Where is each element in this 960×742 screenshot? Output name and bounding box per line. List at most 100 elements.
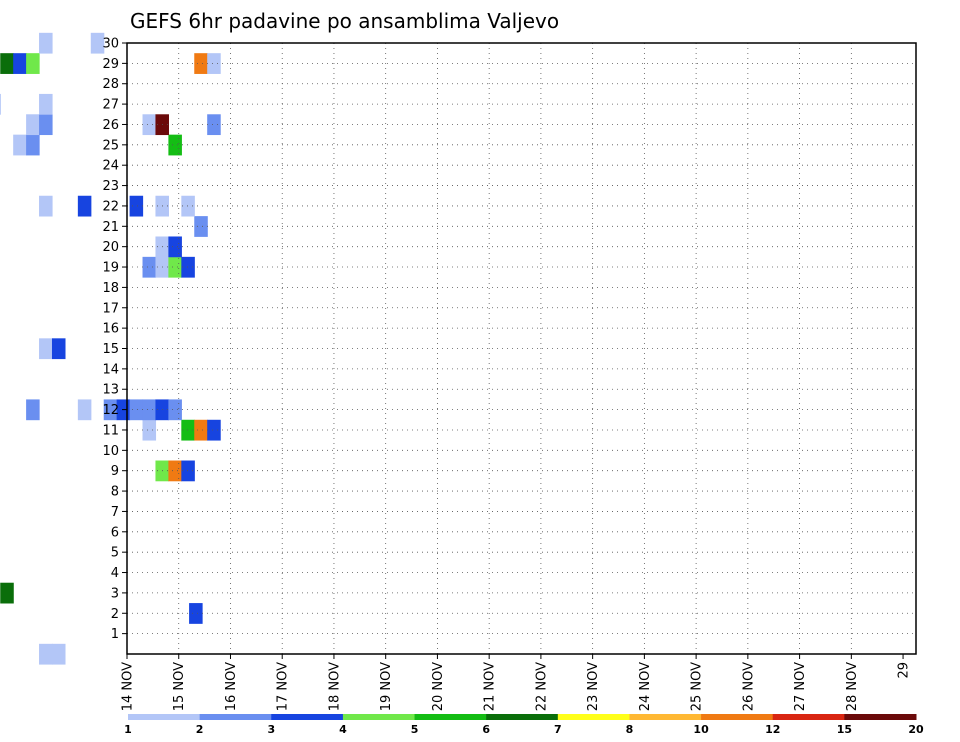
colorbar-swatch — [629, 714, 702, 720]
colorbar-swatch — [486, 714, 559, 720]
precip-cell — [181, 195, 195, 217]
precip-cell — [51, 338, 66, 360]
y-tick-label: 3 — [111, 586, 119, 601]
colorbar-label: 10 — [693, 723, 709, 736]
colorbar-swatch — [342, 714, 416, 720]
x-tick-label: 25 NOV — [690, 662, 705, 711]
y-tick-label: 17 — [102, 301, 119, 316]
colorbar-swatch — [772, 714, 845, 720]
y-tick-label: 27 — [102, 98, 119, 113]
x-tick-label: 20 NOV — [431, 662, 446, 711]
y-tick-label: 30 — [102, 37, 119, 52]
precip-cell — [39, 643, 53, 665]
colorbar-label: 8 — [626, 723, 634, 736]
colorbar-label: 4 — [339, 723, 347, 736]
x-tick-label: 22 NOV — [534, 662, 549, 711]
precip-cell — [39, 32, 53, 54]
precip-cell — [0, 93, 1, 115]
precip-cell — [194, 419, 208, 441]
y-tick-label: 8 — [111, 485, 119, 500]
y-tick-label: 23 — [102, 179, 119, 194]
colorbar-swatch — [844, 714, 917, 720]
colorbar-swatch — [199, 714, 272, 720]
y-tick-label: 2 — [111, 607, 119, 622]
x-tick-label: 23 NOV — [586, 662, 601, 711]
precip-cell — [26, 114, 40, 136]
precip-cell — [181, 460, 195, 482]
precip-cell — [51, 643, 66, 665]
y-tick-label: 12 — [102, 403, 119, 418]
y-tick-label: 1 — [111, 627, 119, 642]
y-tick-label: 29 — [102, 57, 119, 72]
precip-cell — [90, 32, 105, 54]
x-tick-label: 17 NOV — [276, 662, 291, 711]
precip-cell — [13, 53, 27, 74]
colorbar-swatch — [557, 714, 630, 720]
precip-cell — [142, 419, 157, 441]
colorbar-label: 6 — [482, 723, 490, 736]
y-tick-label: 6 — [111, 525, 119, 540]
precip-cell — [207, 114, 221, 136]
precip-cell — [26, 53, 40, 74]
y-tick-label: 19 — [102, 261, 119, 276]
y-tick-label: 25 — [102, 138, 119, 153]
precip-cell — [26, 134, 40, 156]
precip-cell — [168, 256, 182, 278]
colorbar-swatch — [128, 714, 201, 720]
precip-cell — [77, 195, 92, 217]
precip-cell — [207, 53, 221, 74]
grid-layer — [127, 42, 916, 654]
precip-cell — [181, 419, 195, 441]
y-tick-label: 4 — [111, 566, 119, 581]
colorbar-label: 2 — [196, 723, 204, 736]
colorbar-swatch — [414, 714, 487, 720]
x-tick-label: 27 NOV — [793, 662, 808, 711]
colorbar-swatch — [701, 714, 774, 720]
x-tick-label: 26 NOV — [741, 662, 756, 711]
x-tick-label: 29 — [897, 662, 912, 679]
y-tick-label: 22 — [102, 199, 119, 214]
y-tick-label: 28 — [102, 77, 119, 92]
colorbar-swatch — [271, 714, 344, 720]
precip-cell — [168, 134, 182, 156]
y-tick-label: 16 — [102, 322, 119, 337]
colorbar-label: 3 — [267, 723, 275, 736]
y-tick-label: 26 — [102, 118, 119, 133]
precip-cell — [189, 603, 203, 624]
precip-cell — [0, 53, 14, 74]
y-tick-label: 13 — [102, 383, 119, 398]
x-tick-label: 14 NOV — [121, 662, 136, 711]
x-tick-label: 16 NOV — [224, 662, 239, 711]
colorbar-label: 1 — [124, 723, 132, 736]
precip-cell — [168, 460, 182, 482]
y-tick-label: 14 — [102, 362, 119, 377]
precip-cell — [13, 134, 27, 156]
x-tick-label: 18 NOV — [327, 662, 342, 711]
colorbar-label: 12 — [765, 723, 780, 736]
colorbar-label: 7 — [554, 723, 562, 736]
precip-cell — [39, 93, 53, 115]
precip-cell — [194, 216, 208, 237]
precip-cell — [39, 338, 53, 360]
precip-cell — [129, 399, 144, 421]
cells-layer — [0, 32, 221, 665]
precip-cell — [0, 582, 14, 604]
x-tick-label: 15 NOV — [172, 662, 187, 711]
chart-title: GEFS 6hr padavine po ansamblima Valjevo — [130, 9, 559, 33]
colorbar-label: 5 — [411, 723, 419, 736]
colorbar: 1 2 3 4 5 6 7 8 10 12 15 20 — [124, 714, 924, 736]
y-tick-label: 18 — [102, 281, 119, 296]
precip-cell — [181, 256, 195, 278]
y-tick-label: 15 — [102, 342, 119, 357]
colorbar-label: 20 — [908, 723, 924, 736]
precip-cell — [168, 399, 182, 421]
x-tick-label: 28 NOV — [845, 662, 860, 711]
x-tick-label: 19 NOV — [379, 662, 394, 711]
x-tick-label: 21 NOV — [483, 662, 498, 711]
precip-cell — [194, 53, 208, 74]
precip-cell — [77, 399, 92, 421]
colorbar-label: 15 — [837, 723, 852, 736]
y-tick-label: 9 — [111, 464, 119, 479]
precip-cell — [129, 195, 144, 217]
